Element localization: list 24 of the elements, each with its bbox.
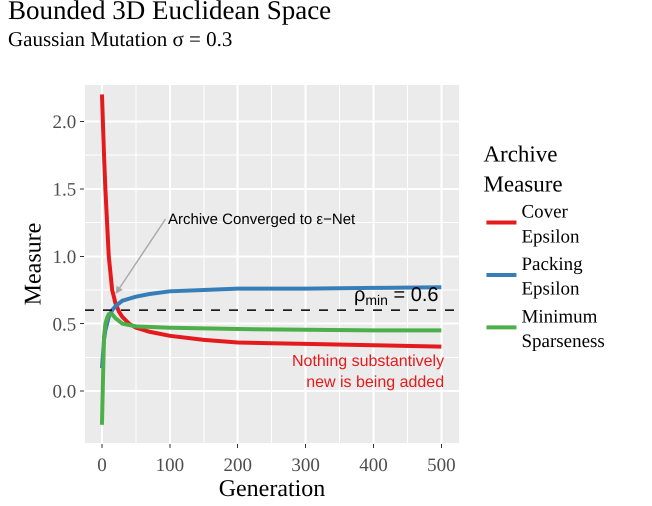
y-tick-label: 1.5 (52, 179, 76, 200)
annotation: Nothing substantively new is being added (292, 353, 444, 391)
x-tick-label: 200 (223, 454, 252, 476)
x-tick-label: 100 (156, 454, 184, 476)
x-tick-label: 0 (97, 454, 107, 476)
x-tick-label: 400 (359, 454, 388, 476)
legend-label: Packing Epsilon (521, 254, 584, 300)
legend-label: Cover Epsilon (521, 202, 580, 248)
x-axis-title: Generation (218, 476, 326, 502)
chart-title: Bounded 3D Euclidean Space (8, 0, 332, 25)
ref-line-label: ρ$_{min}$ = 0.6 (354, 284, 439, 308)
x-tick-label: 500 (427, 454, 456, 476)
line-series (100, 92, 444, 349)
chart-subtitle: Gaussian Mutation σ = 0.3 (8, 27, 232, 51)
y-tick-label: 0.5 (52, 314, 76, 336)
line-series (100, 312, 444, 427)
annotation: Archive Converged to ε−Net (168, 211, 356, 228)
y-tick-label: 0.0 (52, 382, 76, 403)
legend-label: Minimum Sparseness (521, 306, 605, 352)
x-tick-label: 300 (291, 454, 320, 476)
y-tick-label: 1.0 (52, 246, 76, 268)
y-tick-label: 2.0 (52, 112, 76, 134)
legend-title: Archive Measure (483, 141, 563, 196)
y-axis-title: Measure (20, 222, 47, 306)
